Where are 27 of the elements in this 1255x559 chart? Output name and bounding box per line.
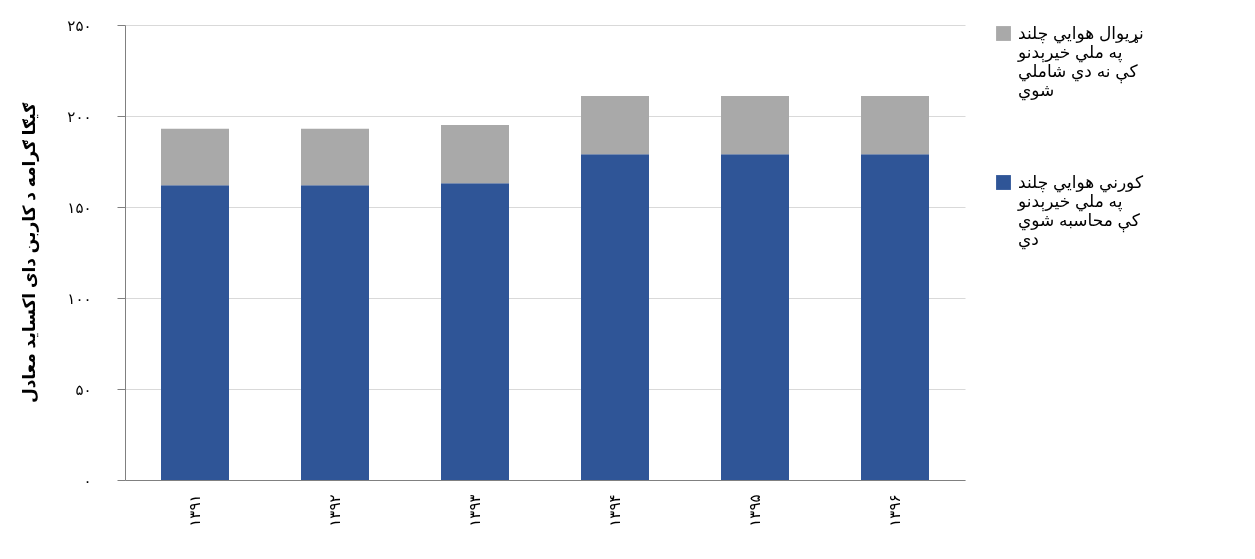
- bar: [301, 185, 369, 480]
- y-tick-label: ۱۵۰: [67, 198, 92, 216]
- bar: [861, 95, 929, 155]
- y-axis-title: ګیګا ګرامه د کاربن دای اکساید معادل: [20, 102, 41, 404]
- bar: [721, 95, 789, 155]
- bar: [161, 128, 229, 186]
- legend-label: کورني هوايي چلند: [1018, 172, 1144, 193]
- bar: [441, 125, 509, 184]
- bar: [441, 183, 509, 480]
- bar: [301, 128, 369, 186]
- bar: [581, 95, 649, 155]
- x-tick-label: ۱۳۹۲: [326, 494, 343, 527]
- bar: [861, 154, 929, 480]
- x-tick-label: ۱۳۹۶: [886, 494, 903, 527]
- y-tick-label: ۲۵۰: [67, 16, 92, 34]
- y-tick-label: ۵۰: [75, 380, 92, 398]
- x-tick-label: ۱۳۹۵: [746, 494, 763, 527]
- bar: [161, 185, 229, 480]
- bar: [721, 154, 789, 480]
- x-tick-label: ۱۳۹۳: [466, 494, 483, 527]
- y-tick-label: ۲۰۰: [67, 107, 92, 125]
- y-tick-label: ۱۰۰: [67, 289, 92, 307]
- x-tick-label: ۱۳۹۴: [606, 494, 623, 527]
- bar: [581, 154, 649, 480]
- legend-label: نړیوال هوايي چلند: [1018, 23, 1144, 44]
- x-tick-label: ۱۳۹۱: [186, 494, 203, 527]
- y-tick-label: ۰: [83, 471, 92, 489]
